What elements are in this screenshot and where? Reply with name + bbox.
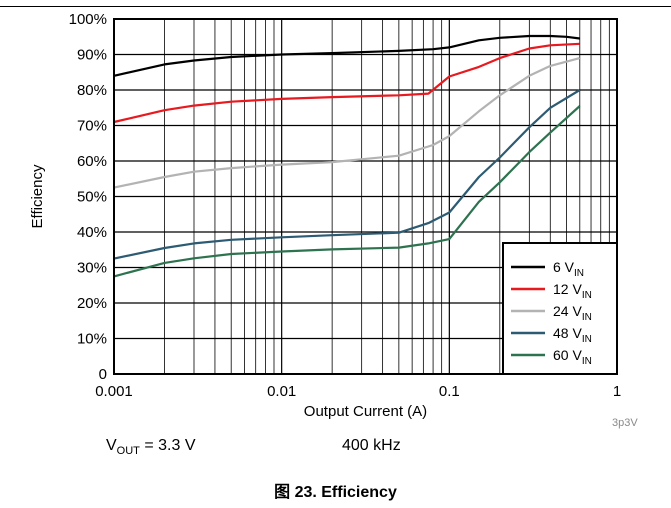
legend-label-sub: IN [582, 290, 592, 301]
legend-label-main: 60 V [553, 347, 582, 363]
legend-label: 24 VIN [553, 303, 592, 323]
y-tick-label: 0 [99, 366, 107, 383]
tick-labels: 0 10% 20% 30% 40% 50% 60% 70% 80% 90% 100% 0.001 0.0… [69, 11, 622, 400]
vout-condition: VOUT = 3.3 V [106, 437, 196, 457]
vout-symbol: V [106, 437, 117, 454]
legend-box [502, 242, 618, 375]
legend-label-main: 12 V [553, 281, 582, 297]
series-line-0 [113, 34, 580, 77]
legend-label-main: 24 V [553, 303, 582, 319]
y-tick-label: 20% [77, 295, 107, 312]
y-tick-label: 70% [77, 118, 107, 135]
legend-label-main: 48 V [553, 325, 582, 341]
figure-caption: 图 23. Efficiency [274, 484, 397, 501]
figure-tag: 3p3V [612, 417, 638, 429]
series-line-1 [113, 42, 580, 124]
vout-value: = 3.3 V [139, 437, 196, 454]
legend-label: 12 VIN [553, 281, 592, 301]
x-tick-label: 1 [613, 383, 621, 400]
x-tick-label: 0.01 [267, 383, 296, 400]
efficiency-chart: 0 10% 20% 30% 40% 50% 60% 70% 80% 90% 100% 0.001 0.0… [29, 11, 622, 420]
x-tick-label: 0.001 [95, 383, 133, 400]
y-tick-label: 50% [77, 189, 107, 206]
y-tick-label: 30% [77, 260, 107, 277]
y-tick-label: 100% [69, 11, 107, 28]
frequency-condition: 400 kHz [342, 437, 401, 454]
top-rule [0, 6, 671, 7]
y-tick-label: 90% [77, 47, 107, 64]
efficiency-curves [113, 34, 581, 278]
y-tick-label: 80% [77, 82, 107, 99]
y-tick-label: 60% [77, 153, 107, 170]
vout-subscript: OUT [116, 445, 140, 458]
series-line-2 [113, 57, 581, 189]
x-tick-label: 0.1 [439, 383, 460, 400]
y-tick-label: 40% [77, 224, 107, 241]
series-line-3 [113, 89, 581, 260]
x-axis-label: Output Current (A) [304, 403, 427, 420]
y-axis-label: Efficiency [29, 164, 46, 228]
legend-label-sub: IN [582, 312, 592, 323]
legend-label: 6 VIN [553, 259, 584, 279]
series-line-4 [113, 105, 581, 278]
legend-label: 48 VIN [553, 325, 592, 345]
y-tick-label: 10% [77, 331, 107, 348]
legend-label-sub: IN [582, 334, 592, 345]
legend-label-sub: IN [574, 268, 584, 279]
legend-label-sub: IN [582, 356, 592, 367]
legend-label: 60 VIN [553, 347, 592, 367]
legend-label-main: 6 V [553, 259, 575, 275]
plot-frame [113, 18, 618, 375]
